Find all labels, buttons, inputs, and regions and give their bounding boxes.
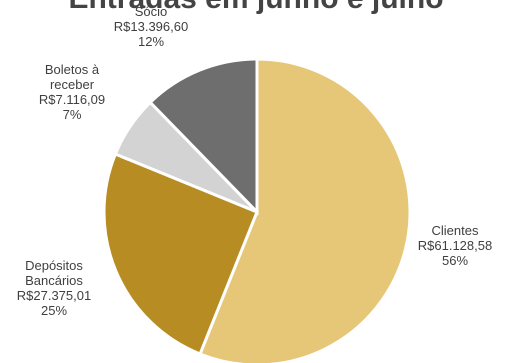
slice-label-4: Sócio R$13.396,60 12% (114, 4, 188, 49)
slice-label-line: 7% (63, 107, 82, 122)
slice-label-line: Sócio (135, 4, 168, 19)
slice-label-line: 12% (138, 34, 164, 49)
slice-label-line: 25% (41, 303, 67, 318)
slice-labels: Clientes R$61.128,58 56% Depósitos Bancários… (17, 4, 492, 318)
pie-slice-1 (198, 57, 412, 363)
slice-label-line: Bancários (25, 273, 83, 288)
pie-slice-2 (102, 152, 259, 356)
slice-label-line: R$13.396,60 (114, 19, 188, 34)
slice-label-3: Boletos à receber R$7.116,09 7% (39, 62, 105, 122)
chart-title: Entradas em junho e julho (68, 0, 443, 15)
slice-label-line: 56% (442, 253, 468, 268)
slice-label-2: Depósitos Bancários R$27.375,01 25% (17, 258, 91, 318)
slice-label-line: receber (50, 77, 95, 92)
pie-slice-4 (148, 57, 259, 216)
slice-label-1: Clientes R$61.128,58 56% (418, 223, 492, 268)
slice-label-line: Boletos à (45, 62, 100, 77)
slice-label-line: R$61.128,58 (418, 238, 492, 253)
slice-label-line: Depósitos (25, 258, 83, 273)
slice-label-line: Clientes (432, 223, 479, 238)
slice-label-line: R$27.375,01 (17, 288, 91, 303)
slice-label-line: R$7.116,09 (39, 92, 105, 107)
pie-slices (102, 57, 412, 363)
